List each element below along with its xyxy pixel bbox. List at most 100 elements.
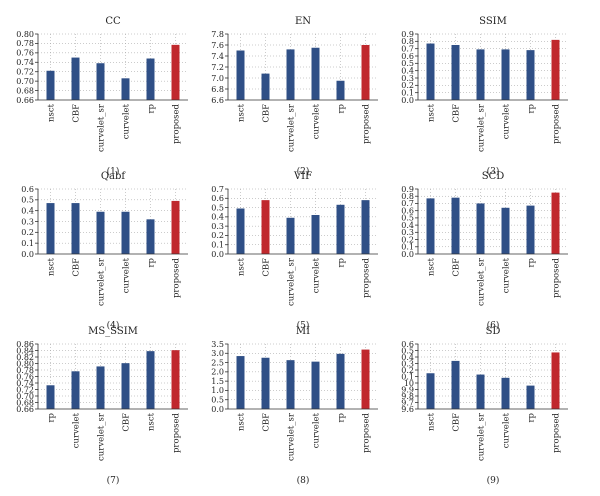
x-tick-label: curvelet bbox=[502, 257, 512, 293]
x-tick-label: rp bbox=[337, 103, 347, 113]
bar-nsct bbox=[46, 203, 55, 254]
y-tick-label: 0.5 bbox=[401, 214, 414, 223]
x-tick-label: proposed bbox=[172, 103, 182, 144]
x-tick-label: curvelet_sr bbox=[287, 412, 297, 461]
bar-curvelet bbox=[121, 78, 130, 100]
y-tick-label: 0.3 bbox=[211, 222, 224, 231]
y-tick-label: 0.9 bbox=[401, 185, 414, 194]
y-tick-label: 0.3 bbox=[401, 74, 414, 83]
x-tick-label: nsct bbox=[427, 412, 437, 431]
chart-title: CC bbox=[105, 16, 121, 27]
x-tick-label: curvelet bbox=[72, 412, 82, 448]
chart-ms_ssim: MS_SSIM0.660.680.700.720.740.760.780.800… bbox=[16, 326, 188, 486]
y-tick-label: 0.6 bbox=[401, 340, 414, 349]
chart-en: EN 6.6 6.8 7.0 7.2 7.4 7.6 7.8 nsct CBF curvelet_s… bbox=[211, 16, 378, 177]
y-tick-label: 0.2 bbox=[401, 366, 414, 375]
y-tick-label: 0.80 bbox=[16, 359, 34, 368]
x-tick-label: curvelet bbox=[502, 103, 512, 139]
y-tick-label: 0.70 bbox=[16, 392, 34, 401]
x-tick-label: proposed bbox=[172, 412, 182, 453]
chart-caption: (8) bbox=[297, 475, 310, 486]
x-tick-label: rp bbox=[147, 257, 157, 267]
bar-curvelet_sr bbox=[96, 211, 105, 254]
x-tick-label: curvelet bbox=[122, 257, 132, 293]
bar-nsct bbox=[236, 208, 245, 254]
x-tick-label: proposed bbox=[362, 412, 372, 453]
bar-CBF bbox=[261, 73, 270, 100]
bar-curvelet bbox=[311, 361, 320, 409]
bar-curvelet_sr bbox=[476, 374, 485, 409]
bar-rp bbox=[336, 204, 345, 254]
x-tick-label: proposed bbox=[552, 257, 562, 298]
x-tick-label: nsct bbox=[427, 257, 437, 276]
x-tick-label: rp bbox=[337, 412, 347, 422]
bar-curvelet bbox=[311, 215, 320, 254]
x-tick-label: rp bbox=[527, 257, 537, 267]
y-tick-label: 0.84 bbox=[16, 346, 34, 355]
bar-CBF bbox=[121, 363, 130, 409]
x-tick-label: CBF bbox=[452, 413, 462, 432]
y-tick-label: 0.72 bbox=[16, 68, 34, 77]
bar-curvelet bbox=[501, 207, 510, 254]
chart-title: Qabf bbox=[101, 171, 127, 182]
y-tick-label: 0.86 bbox=[16, 340, 34, 349]
y-tick-label: 7.6 bbox=[211, 41, 224, 50]
x-tick-label: CBF bbox=[122, 413, 132, 432]
bar-curvelet_sr bbox=[286, 360, 295, 409]
chart-caption: (5) bbox=[297, 320, 310, 331]
x-tick-label: curvelet bbox=[312, 412, 322, 448]
bar-curvelet_sr bbox=[476, 49, 485, 100]
y-tick-label: 0.68 bbox=[16, 398, 34, 407]
y-tick-label: 0.8 bbox=[401, 37, 414, 46]
x-tick-label: curvelet_sr bbox=[97, 103, 107, 152]
bar-proposed bbox=[551, 352, 560, 409]
x-tick-label: rp bbox=[47, 412, 57, 422]
bar-proposed bbox=[171, 350, 180, 409]
y-tick-label: 0.3 bbox=[21, 217, 34, 226]
x-tick-label: curvelet_sr bbox=[287, 257, 297, 306]
x-tick-label: nsct bbox=[47, 103, 57, 122]
y-tick-label: 0.2 bbox=[211, 231, 224, 240]
chart-caption: (9) bbox=[487, 475, 500, 486]
y-tick-label: 0.3 bbox=[401, 359, 414, 368]
y-tick-label: 1.5 bbox=[211, 377, 224, 386]
bar-CBF bbox=[71, 57, 80, 100]
bar-curvelet_sr bbox=[96, 63, 105, 100]
y-tick-label: 0.72 bbox=[16, 385, 34, 394]
y-tick-label: 0.80 bbox=[16, 30, 34, 39]
y-tick-label: 7.4 bbox=[211, 52, 224, 61]
bar-curvelet_sr bbox=[286, 217, 295, 254]
bar-curvelet bbox=[311, 47, 320, 100]
y-tick-label: 0.74 bbox=[16, 58, 34, 67]
bar-nsct bbox=[426, 43, 435, 100]
y-tick-label: 2.5 bbox=[211, 358, 224, 367]
y-tick-label: 0.5 bbox=[21, 196, 34, 205]
x-tick-label: nsct bbox=[47, 257, 57, 276]
y-tick-label: 0.4 bbox=[211, 213, 224, 222]
bar-proposed bbox=[361, 349, 370, 409]
x-tick-label: proposed bbox=[362, 103, 372, 144]
y-tick-label: 0.0 bbox=[211, 250, 224, 259]
y-tick-label: 0.4 bbox=[401, 221, 414, 230]
y-tick-label: 7.0 bbox=[211, 74, 224, 83]
bar-rp bbox=[526, 385, 535, 409]
x-tick-label: nsct bbox=[237, 103, 247, 122]
y-tick-label: 0.68 bbox=[16, 86, 34, 95]
y-tick-label: 0.7 bbox=[211, 185, 224, 194]
chart-caption: (6) bbox=[487, 320, 500, 331]
chart-caption: (7) bbox=[107, 475, 120, 486]
bar-curvelet bbox=[501, 49, 510, 100]
bar-proposed bbox=[171, 44, 180, 100]
y-tick-label: 7.8 bbox=[211, 30, 224, 39]
x-tick-label: proposed bbox=[552, 103, 562, 144]
bar-nsct bbox=[236, 50, 245, 100]
y-tick-label: 0.2 bbox=[21, 228, 34, 237]
y-tick-label: 9.6 bbox=[401, 405, 414, 414]
y-tick-label: 0.4 bbox=[401, 66, 414, 75]
y-tick-label: 0.5 bbox=[211, 203, 224, 212]
x-tick-label: CBF bbox=[262, 413, 272, 432]
bar-curvelet bbox=[121, 211, 130, 254]
chart-title: MI bbox=[296, 326, 310, 337]
